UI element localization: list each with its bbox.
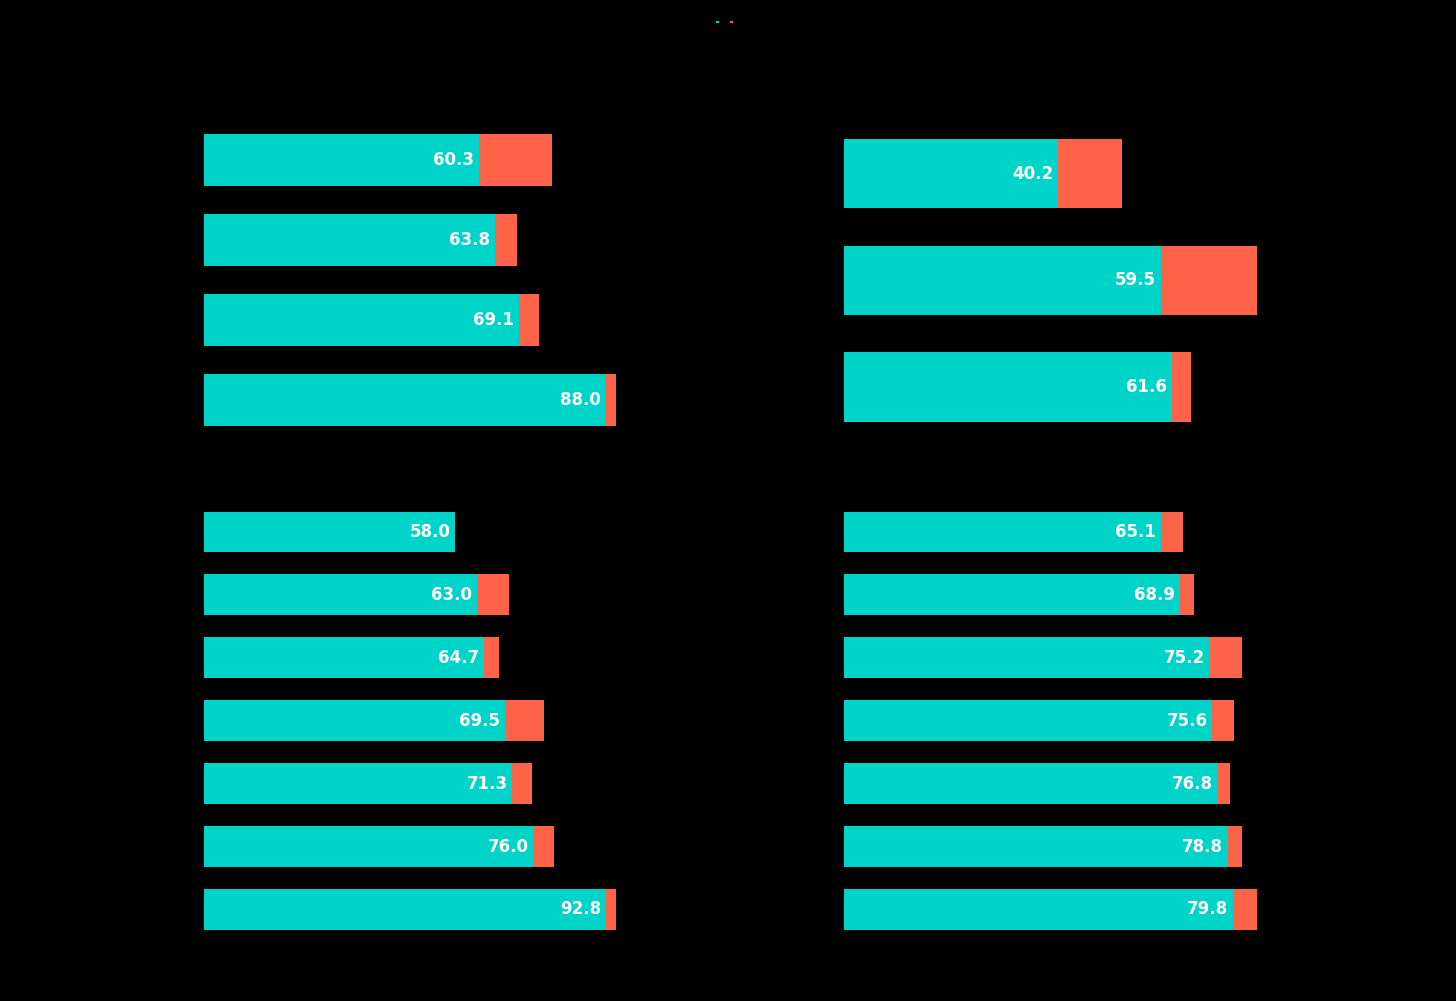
Bar <box>844 826 1227 867</box>
Text: 59.5: 59.5 <box>1115 271 1156 289</box>
Bar <box>1162 512 1184 553</box>
Text: 76.0: 76.0 <box>488 838 529 856</box>
Text: 76.8: 76.8 <box>1172 775 1213 793</box>
Bar <box>204 214 495 266</box>
Bar <box>844 512 1162 553</box>
Bar <box>204 512 454 553</box>
Bar <box>505 701 543 741</box>
Bar <box>606 374 616 426</box>
Bar <box>204 374 606 426</box>
Text: 60.3: 60.3 <box>432 151 475 169</box>
Bar <box>483 638 499 679</box>
Bar <box>844 245 1162 315</box>
Text: 63.8: 63.8 <box>448 231 491 249</box>
Bar <box>204 134 479 186</box>
Bar <box>204 889 606 930</box>
Bar <box>606 889 616 930</box>
Bar <box>1059 139 1123 208</box>
Bar <box>495 214 517 266</box>
Bar <box>844 638 1210 679</box>
Text: 61.6: 61.6 <box>1125 378 1168 396</box>
Bar <box>844 763 1219 804</box>
Text: 69.1: 69.1 <box>473 311 514 329</box>
Bar <box>204 826 533 867</box>
Bar <box>204 575 476 616</box>
Text: 75.2: 75.2 <box>1165 649 1206 667</box>
Text: 79.8: 79.8 <box>1187 901 1227 919</box>
Bar <box>1162 245 1257 315</box>
Text: 40.2: 40.2 <box>1012 164 1053 182</box>
Bar <box>844 352 1172 421</box>
Legend: o1-preview, o1-mini: o1-preview, o1-mini <box>716 21 740 23</box>
Bar <box>1227 826 1242 867</box>
Bar <box>844 139 1059 208</box>
Bar <box>1213 701 1235 741</box>
Text: 69.5: 69.5 <box>459 712 501 730</box>
Bar <box>844 889 1233 930</box>
Bar <box>1172 352 1191 421</box>
Text: 64.7: 64.7 <box>438 649 479 667</box>
Bar <box>844 701 1213 741</box>
Text: 63.0: 63.0 <box>431 586 472 604</box>
Text: 58.0: 58.0 <box>409 523 450 541</box>
Bar <box>844 575 1179 616</box>
Bar <box>518 294 539 346</box>
Bar <box>1210 638 1242 679</box>
Bar <box>204 763 513 804</box>
Bar <box>204 701 505 741</box>
Bar <box>513 763 531 804</box>
Bar <box>476 575 510 616</box>
Text: 65.1: 65.1 <box>1115 523 1156 541</box>
Text: 92.8: 92.8 <box>561 901 601 919</box>
Bar <box>479 134 552 186</box>
Text: 88.0: 88.0 <box>559 391 600 409</box>
Text: 78.8: 78.8 <box>1182 838 1223 856</box>
Bar <box>204 294 518 346</box>
Bar <box>533 826 555 867</box>
Bar <box>1233 889 1257 930</box>
Bar <box>204 638 483 679</box>
Text: 68.9: 68.9 <box>1134 586 1175 604</box>
Text: 75.6: 75.6 <box>1166 712 1207 730</box>
Bar <box>1219 763 1230 804</box>
Text: 71.3: 71.3 <box>467 775 508 793</box>
Bar <box>1179 575 1194 616</box>
